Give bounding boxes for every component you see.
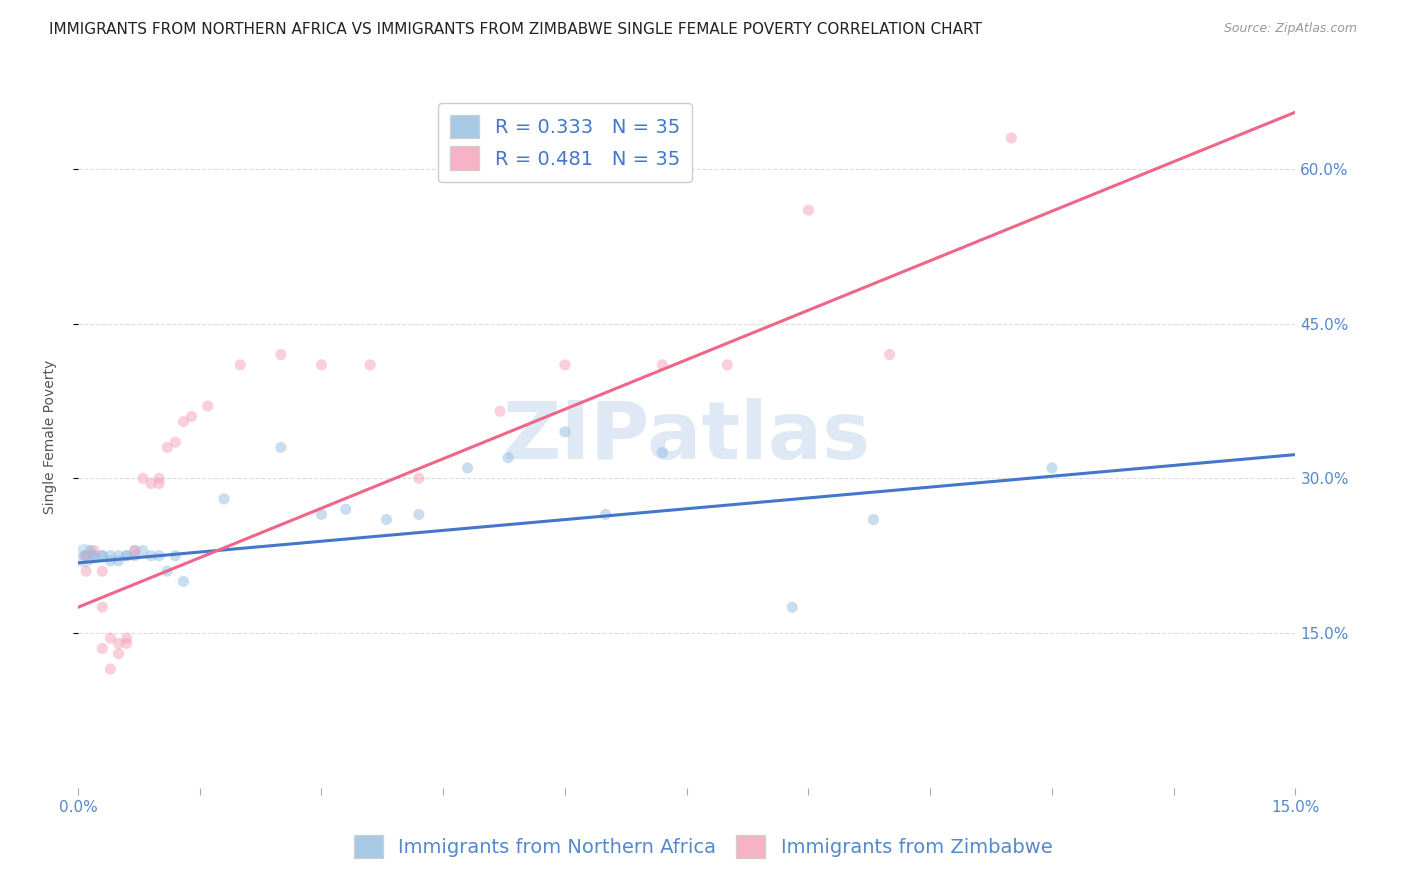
Point <box>651 358 673 372</box>
Point <box>489 404 512 418</box>
Point <box>311 358 333 372</box>
Point <box>212 491 235 506</box>
Point <box>496 450 519 465</box>
Point <box>91 641 114 656</box>
Point <box>132 471 155 485</box>
Point <box>1000 131 1022 145</box>
Point <box>75 564 97 578</box>
Point <box>619 152 641 166</box>
Point <box>172 415 194 429</box>
Point <box>172 574 194 589</box>
Point <box>408 508 430 522</box>
Point <box>375 512 398 526</box>
Legend: Immigrants from Northern Africa, Immigrants from Zimbabwe: Immigrants from Northern Africa, Immigra… <box>346 827 1060 866</box>
Point <box>879 347 901 361</box>
Point <box>229 358 252 372</box>
Point <box>270 441 292 455</box>
Point <box>91 600 114 615</box>
Point <box>148 549 170 563</box>
Text: ZIPatlas: ZIPatlas <box>502 398 870 476</box>
Point <box>73 549 96 563</box>
Point <box>107 636 129 650</box>
Point <box>270 347 292 361</box>
Text: IMMIGRANTS FROM NORTHERN AFRICA VS IMMIGRANTS FROM ZIMBABWE SINGLE FEMALE POVERT: IMMIGRANTS FROM NORTHERN AFRICA VS IMMIG… <box>49 22 981 37</box>
Point <box>139 549 162 563</box>
Point <box>165 549 187 563</box>
Point <box>124 543 146 558</box>
Point <box>780 600 803 615</box>
Point <box>107 554 129 568</box>
Point <box>165 435 187 450</box>
Point <box>148 476 170 491</box>
Point <box>156 441 179 455</box>
Point <box>91 549 114 563</box>
Point <box>1040 461 1063 475</box>
Point <box>595 508 617 522</box>
Point <box>335 502 357 516</box>
Y-axis label: Single Female Poverty: Single Female Poverty <box>44 360 58 514</box>
Point <box>797 203 820 218</box>
Point <box>79 543 101 558</box>
Point <box>716 358 738 372</box>
Point <box>100 549 122 563</box>
Point <box>311 508 333 522</box>
Point <box>83 543 105 558</box>
Point <box>100 554 122 568</box>
Point <box>91 549 114 563</box>
Point <box>83 549 105 563</box>
Point <box>359 358 381 372</box>
Point <box>107 549 129 563</box>
Point <box>148 471 170 485</box>
Point <box>91 564 114 578</box>
Legend: R = 0.333   N = 35, R = 0.481   N = 35: R = 0.333 N = 35, R = 0.481 N = 35 <box>439 103 692 182</box>
Point <box>75 549 97 563</box>
Point <box>73 549 96 563</box>
Point <box>115 549 138 563</box>
Point <box>408 471 430 485</box>
Point <box>115 631 138 645</box>
Point <box>156 564 179 578</box>
Point <box>651 445 673 459</box>
Point <box>115 549 138 563</box>
Point <box>75 549 97 563</box>
Point <box>554 358 576 372</box>
Text: Source: ZipAtlas.com: Source: ZipAtlas.com <box>1223 22 1357 36</box>
Point <box>100 631 122 645</box>
Point <box>197 399 219 413</box>
Point <box>554 425 576 439</box>
Point <box>180 409 202 424</box>
Point <box>862 512 884 526</box>
Point <box>124 549 146 563</box>
Point <box>107 647 129 661</box>
Point <box>115 636 138 650</box>
Point <box>83 549 105 563</box>
Point <box>139 476 162 491</box>
Point <box>132 543 155 558</box>
Point <box>100 662 122 676</box>
Point <box>124 543 146 558</box>
Point <box>457 461 479 475</box>
